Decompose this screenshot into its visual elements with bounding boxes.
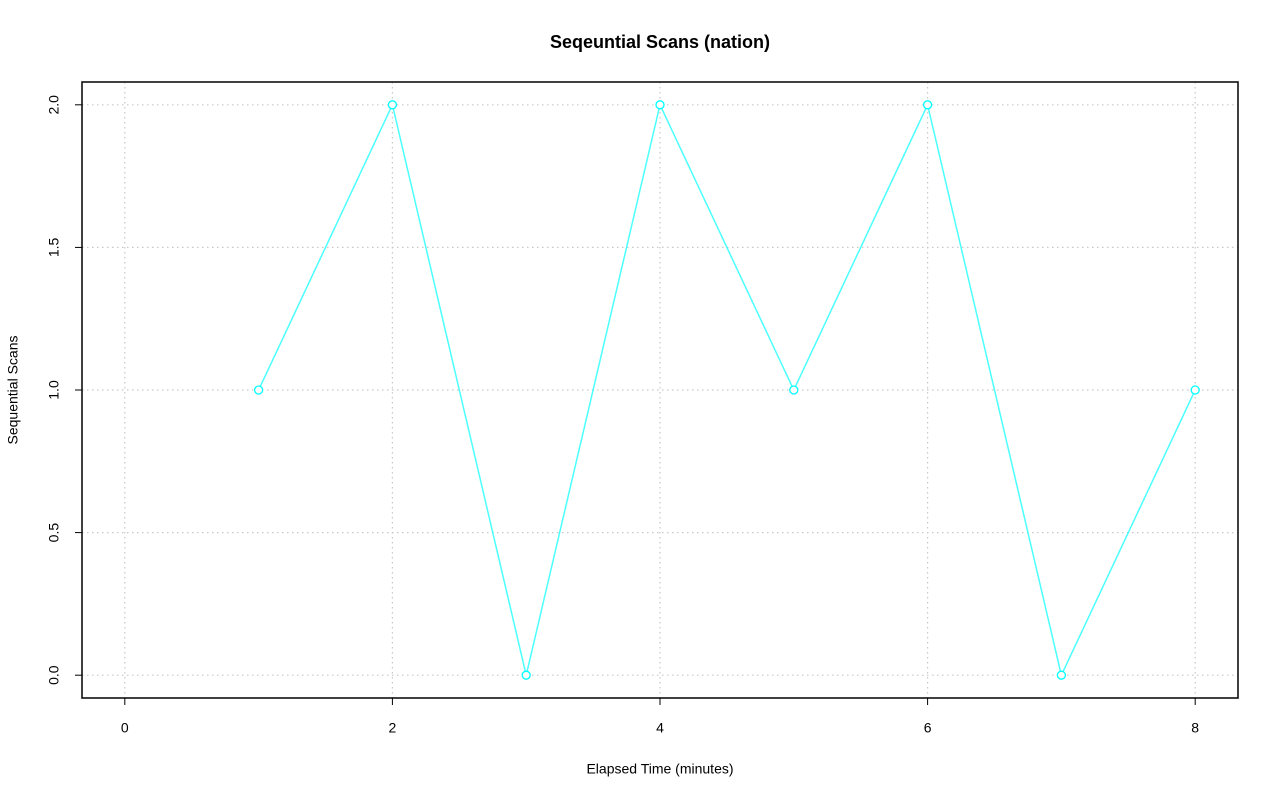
x-tick-label: 8 [1191, 720, 1199, 736]
x-tick-label: 4 [656, 720, 664, 736]
point [789, 385, 799, 395]
y-tick-label: 0.0 [46, 665, 62, 685]
series-line [257, 102, 1196, 678]
point [387, 100, 398, 110]
y-axis-title: Sequential Scans [5, 336, 21, 445]
point [1056, 670, 1067, 680]
point [1190, 385, 1200, 395]
x-axis-title: Elapsed Time (minutes) [586, 761, 733, 777]
y-tick-label: 1.5 [46, 237, 62, 257]
chart-title: Seqeuntial Scans (nation) [550, 32, 770, 52]
x-tick-label: 0 [121, 720, 129, 736]
point [253, 385, 264, 395]
point [521, 670, 531, 680]
point [922, 100, 933, 110]
x-tick-label: 2 [389, 720, 397, 736]
y-tick-label: 1.0 [46, 380, 62, 400]
plot-frame [81, 81, 1239, 699]
y-tick-label: 2.0 [46, 95, 62, 115]
point [655, 100, 665, 110]
y-tick-label: 0.5 [46, 523, 62, 543]
x-tick-label: 6 [924, 720, 932, 736]
